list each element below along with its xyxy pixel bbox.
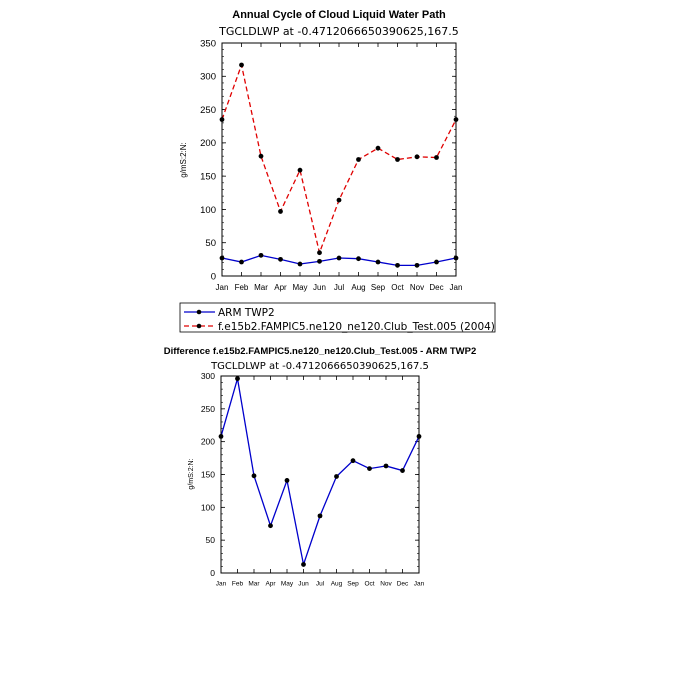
x-tick-label: Jan bbox=[216, 581, 227, 588]
data-point bbox=[336, 255, 342, 261]
data-point bbox=[317, 250, 322, 256]
data-point bbox=[334, 474, 339, 479]
data-point bbox=[297, 261, 303, 267]
data-point bbox=[356, 157, 361, 162]
y-tick-label: 0 bbox=[210, 568, 215, 578]
data-point bbox=[278, 256, 283, 262]
x-tick-label: May bbox=[281, 581, 294, 588]
chart1-y-tick-labels: 0 50 100 150 200 250 300 350 bbox=[200, 38, 216, 282]
y-tick-label: 200 bbox=[200, 138, 216, 149]
data-point bbox=[239, 62, 244, 68]
x-tick-label: Nov bbox=[410, 283, 424, 292]
x-tick-label: Jan bbox=[414, 581, 425, 588]
data-point bbox=[414, 262, 420, 268]
x-tick-label: Jun bbox=[298, 581, 309, 588]
x-tick-label: Apr bbox=[274, 283, 287, 292]
x-tick-label: Oct bbox=[364, 581, 374, 588]
x-tick-label: Sep bbox=[371, 283, 386, 292]
y-tick-label: 150 bbox=[201, 469, 215, 479]
chart1-y-axis-label: g/mS:2:N: bbox=[179, 142, 188, 178]
y-tick-label: 50 bbox=[205, 238, 216, 249]
data-point bbox=[375, 145, 381, 151]
y-tick-label: 150 bbox=[200, 171, 216, 182]
data-point bbox=[258, 153, 264, 159]
data-point bbox=[297, 167, 303, 173]
y-tick-label: 50 bbox=[206, 535, 216, 545]
x-tick-label: Nov bbox=[380, 581, 392, 588]
legend-marker-arm bbox=[196, 309, 202, 315]
x-tick-label: Aug bbox=[351, 283, 365, 292]
y-tick-label: 350 bbox=[200, 38, 216, 49]
y-tick-label: 100 bbox=[200, 205, 216, 216]
data-point bbox=[301, 562, 306, 567]
chart1-x-tick-labels: Jan Feb Mar Apr May Jun Jul Aug Sep Oct Nov Dec Jan bbox=[216, 283, 463, 292]
x-tick-label: Mar bbox=[254, 283, 268, 292]
data-point bbox=[395, 262, 400, 268]
chart2-series bbox=[218, 376, 422, 567]
legend-label-model: f.e15b2.FAMPIC5.ne120_ne120.Club_Test.00… bbox=[218, 321, 495, 333]
x-tick-label: Jul bbox=[334, 283, 344, 292]
data-point bbox=[356, 256, 361, 262]
legend-label-arm: ARM TWP2 bbox=[218, 307, 275, 319]
data-point bbox=[278, 209, 283, 214]
x-tick-label: Mar bbox=[248, 581, 260, 588]
data-point bbox=[268, 523, 273, 529]
x-tick-label: Dec bbox=[397, 581, 409, 588]
y-tick-label: 200 bbox=[201, 437, 215, 447]
chart1-legend: ARM TWP2 f.e15b2.FAMPIC5.ne120_ne120.Clu… bbox=[179, 302, 496, 333]
chart-difference: Difference f.e15b2.FAMPIC5.ne120_ne120.C… bbox=[164, 346, 477, 588]
chart1-series bbox=[219, 62, 459, 268]
chart-annual-cycle: Annual Cycle of Cloud Liquid Water Path … bbox=[179, 9, 496, 333]
data-point bbox=[434, 259, 439, 265]
chart2-y-axis-label: g/mS:2:N: bbox=[188, 458, 195, 489]
y-tick-label: 0 bbox=[211, 271, 216, 282]
data-point bbox=[284, 478, 290, 483]
legend-marker-model bbox=[196, 323, 202, 329]
chart2-y-tick-labels: 0 50 100 150 200 250 300 bbox=[201, 371, 215, 578]
x-tick-label: Feb bbox=[235, 283, 249, 292]
chart1-plot-frame bbox=[221, 42, 457, 277]
x-tick-label: Oct bbox=[391, 283, 404, 292]
data-point bbox=[414, 154, 420, 160]
x-tick-label: May bbox=[292, 283, 307, 292]
data-point bbox=[317, 513, 323, 519]
data-point bbox=[400, 468, 405, 473]
data-point bbox=[434, 155, 439, 160]
x-tick-label: Apr bbox=[265, 581, 276, 588]
data-point bbox=[395, 157, 400, 162]
chart2-title: Difference f.e15b2.FAMPIC5.ne120_ne120.C… bbox=[164, 346, 477, 357]
x-tick-label: Feb bbox=[232, 581, 244, 588]
legend-box bbox=[179, 302, 496, 333]
x-tick-label: Aug bbox=[331, 581, 343, 588]
x-tick-label: Dec bbox=[429, 283, 443, 292]
x-tick-label: Sep bbox=[347, 581, 359, 588]
chart1-subtitle: TGCLDLWP at -0.4712066650390625,167.5 bbox=[218, 25, 459, 38]
data-point bbox=[258, 252, 264, 258]
data-point bbox=[336, 197, 342, 203]
x-tick-label: Jan bbox=[450, 283, 463, 292]
data-point bbox=[350, 458, 356, 464]
data-point bbox=[367, 466, 372, 471]
y-tick-label: 100 bbox=[201, 502, 215, 512]
chart2-plot-frame bbox=[220, 375, 420, 574]
x-tick-label: Jul bbox=[316, 581, 325, 588]
y-tick-label: 300 bbox=[201, 371, 215, 381]
y-tick-label: 300 bbox=[200, 72, 216, 83]
data-point bbox=[317, 258, 322, 264]
data-point bbox=[239, 259, 244, 265]
data-point bbox=[383, 463, 389, 469]
data-point bbox=[235, 376, 240, 382]
y-tick-label: 250 bbox=[200, 105, 216, 116]
data-point bbox=[251, 473, 257, 479]
chart2-subtitle: TGCLDLWP at -0.4712066650390625,167.5 bbox=[210, 361, 429, 372]
data-point bbox=[375, 259, 381, 265]
x-tick-label: Jan bbox=[216, 283, 229, 292]
chart1-title: Annual Cycle of Cloud Liquid Water Path bbox=[232, 9, 446, 21]
chart2-x-tick-labels: Jan Feb Mar Apr May Jun Jul Aug Sep Oct Nov Dec Jan bbox=[216, 581, 425, 588]
x-tick-label: Jun bbox=[313, 283, 326, 292]
y-tick-label: 250 bbox=[201, 404, 215, 414]
